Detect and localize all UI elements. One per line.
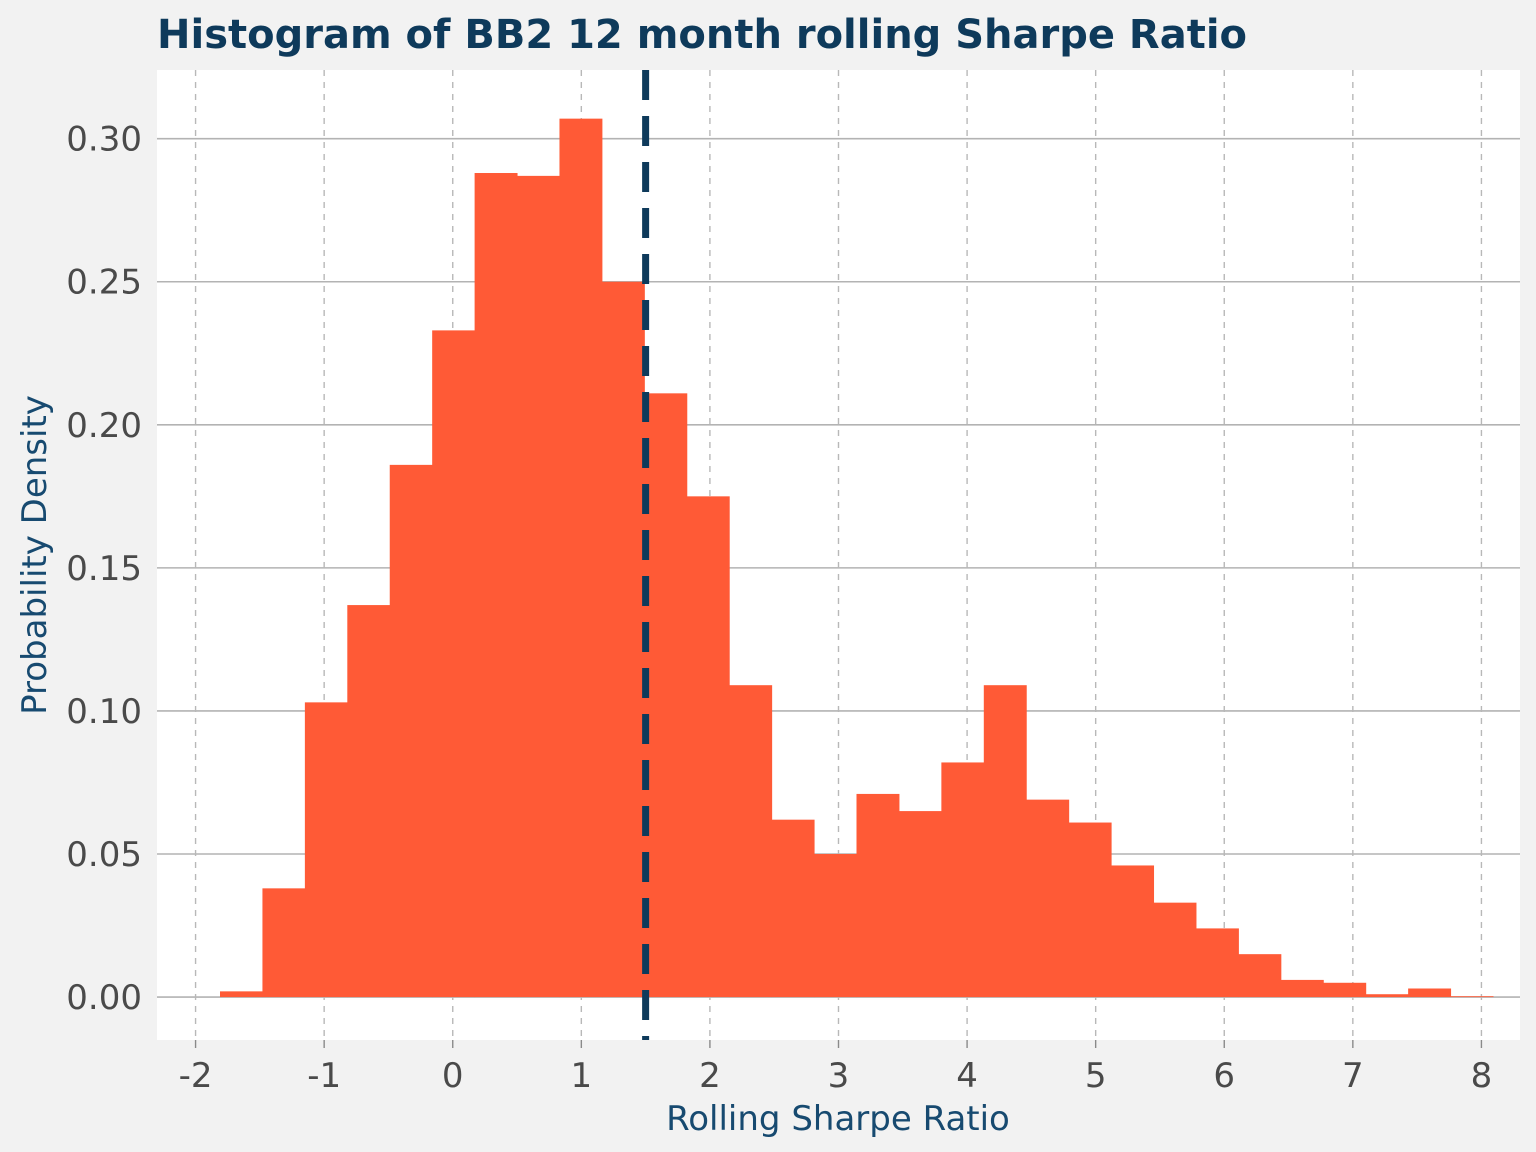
histogram-bar bbox=[1026, 799, 1070, 998]
x-tick-label: 4 bbox=[956, 1056, 978, 1096]
y-tick-label: 0.00 bbox=[66, 978, 142, 1018]
x-tick-label: 1 bbox=[571, 1056, 593, 1096]
histogram-bar bbox=[1323, 982, 1367, 998]
histogram-bar bbox=[1068, 822, 1112, 998]
histogram-bar bbox=[432, 330, 476, 998]
y-tick-label: 0.10 bbox=[66, 692, 142, 732]
y-axis-label: Probability Density bbox=[15, 395, 55, 715]
histogram-bar bbox=[729, 685, 773, 998]
histogram-bar bbox=[1450, 996, 1494, 998]
histogram-bar bbox=[517, 175, 560, 998]
x-tick-label: 6 bbox=[1213, 1056, 1235, 1096]
chart-title: Histogram of BB2 12 month rolling Sharpe… bbox=[157, 12, 1247, 58]
histogram-bar bbox=[220, 991, 263, 998]
histogram-bar bbox=[1365, 994, 1409, 998]
histogram-bar bbox=[1195, 928, 1239, 998]
y-tick-label: 0.15 bbox=[66, 549, 142, 589]
x-tick-label: 5 bbox=[1085, 1056, 1107, 1096]
y-tick-label: 0.05 bbox=[66, 835, 142, 875]
x-tick-label: 8 bbox=[1471, 1056, 1493, 1096]
histogram-bar bbox=[304, 702, 348, 998]
histogram-bar bbox=[1111, 865, 1155, 998]
histogram-bar bbox=[814, 854, 858, 998]
histogram-bar bbox=[559, 118, 603, 998]
y-tick-label: 0.30 bbox=[66, 120, 142, 160]
x-axis-label: Rolling Sharpe Ratio bbox=[666, 1099, 1010, 1139]
histogram-bar bbox=[389, 464, 433, 998]
histogram-bar bbox=[856, 793, 900, 998]
y-tick-label: 0.20 bbox=[66, 406, 142, 446]
histogram-bar bbox=[347, 605, 391, 998]
x-tick-label: 0 bbox=[442, 1056, 464, 1096]
histogram-bar bbox=[262, 888, 306, 998]
histogram-bar bbox=[1153, 902, 1197, 998]
histogram-bar bbox=[898, 811, 942, 998]
x-tick-label: 7 bbox=[1342, 1056, 1364, 1096]
x-tick-label: 3 bbox=[828, 1056, 850, 1096]
histogram-bar bbox=[771, 819, 815, 998]
histogram-bar bbox=[601, 281, 645, 998]
histogram-bar bbox=[983, 685, 1027, 998]
histogram-bar bbox=[644, 393, 688, 998]
histogram-bar bbox=[686, 496, 730, 998]
histogram-bar bbox=[941, 762, 985, 998]
histogram-bar bbox=[1280, 979, 1324, 998]
bars-layer bbox=[220, 118, 1494, 998]
histogram-bar bbox=[474, 173, 518, 998]
tick-labels: 0.00 0.05 0.10 0.15 0.20 0.25 0.30 -2 -1 0 1 2 3 4 5 6 7… bbox=[66, 120, 1492, 1096]
x-tick-label: -2 bbox=[179, 1056, 213, 1096]
y-tick-label: 0.25 bbox=[66, 263, 142, 303]
histogram-bar bbox=[1408, 988, 1452, 998]
histogram-bar bbox=[1238, 954, 1282, 998]
x-tick-label: 2 bbox=[699, 1056, 721, 1096]
x-tick-label: -1 bbox=[307, 1056, 341, 1096]
